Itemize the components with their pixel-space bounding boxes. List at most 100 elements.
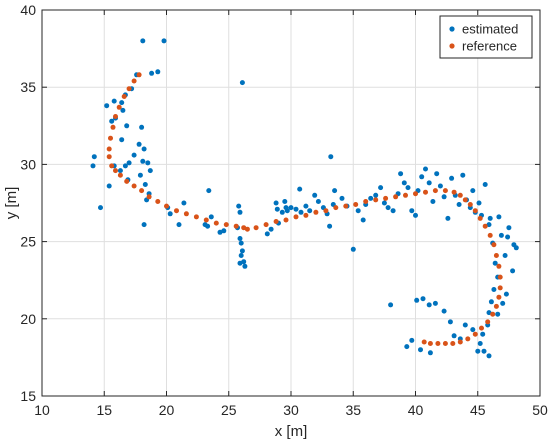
estimated-point — [487, 353, 492, 358]
estimated-point — [402, 180, 407, 185]
reference-point — [452, 190, 457, 195]
estimated-point — [404, 344, 409, 349]
estimated-point — [149, 71, 154, 76]
estimated-point — [445, 216, 450, 221]
y-tick-label: 25 — [20, 234, 36, 250]
y-tick-label: 30 — [20, 156, 36, 172]
estimated-point — [430, 199, 435, 204]
x-tick-label: 35 — [345, 402, 361, 418]
x-tick-label: 10 — [34, 402, 50, 418]
estimated-point — [107, 184, 112, 189]
estimated-point — [386, 205, 391, 210]
estimated-point — [478, 341, 483, 346]
reference-point — [132, 79, 137, 84]
estimated-point — [132, 153, 137, 158]
estimated-point — [240, 248, 245, 253]
estimated-point — [275, 207, 280, 212]
estimated-point — [98, 205, 103, 210]
reference-point — [494, 304, 499, 309]
estimated-point — [449, 176, 454, 181]
estimated-point — [433, 301, 438, 306]
legend-marker-reference — [449, 43, 454, 48]
estimated-point — [361, 218, 366, 223]
estimated-point — [488, 216, 493, 221]
estimated-point — [316, 199, 321, 204]
reference-point — [422, 340, 427, 345]
reference-point — [204, 218, 209, 223]
estimated-point — [118, 168, 123, 173]
estimated-point — [140, 159, 145, 164]
reference-point — [491, 242, 496, 247]
reference-point — [458, 340, 463, 345]
reference-point — [313, 210, 318, 215]
reference-point — [478, 216, 483, 221]
estimated-point — [205, 224, 210, 229]
reference-point — [353, 202, 358, 207]
estimated-point — [482, 349, 487, 354]
reference-point — [108, 136, 113, 141]
reference-point — [473, 332, 478, 337]
estimated-point — [413, 213, 418, 218]
estimated-point — [297, 187, 302, 192]
reference-point — [498, 285, 503, 290]
reference-point — [458, 193, 463, 198]
estimated-point — [138, 173, 143, 178]
estimated-point — [406, 185, 411, 190]
reference-point — [274, 219, 279, 224]
estimated-point — [280, 210, 285, 215]
x-tick-label: 30 — [283, 402, 299, 418]
reference-point — [423, 190, 428, 195]
reference-point — [164, 204, 169, 209]
estimated-point — [238, 261, 243, 266]
estimated-point — [282, 199, 287, 204]
estimated-point — [483, 182, 488, 187]
reference-point — [333, 205, 338, 210]
estimated-point — [92, 154, 97, 159]
reference-point — [479, 326, 484, 331]
estimated-point — [491, 287, 496, 292]
reference-point — [264, 222, 269, 227]
estimated-point — [351, 247, 356, 252]
estimated-point — [388, 302, 393, 307]
estimated-point — [327, 224, 332, 229]
estimated-point — [442, 309, 447, 314]
legend: estimated reference — [440, 16, 532, 58]
reference-point — [127, 86, 132, 91]
series-estimated — [91, 38, 519, 358]
estimated-point — [119, 137, 124, 142]
estimated-point — [505, 235, 510, 240]
estimated-point — [289, 205, 294, 210]
estimated-point — [427, 302, 432, 307]
estimated-point — [238, 236, 243, 241]
estimated-point — [181, 201, 186, 206]
reference-point — [107, 154, 112, 159]
estimated-point — [206, 188, 211, 193]
reference-point — [485, 319, 490, 324]
reference-point — [294, 214, 299, 219]
estimated-point — [303, 204, 308, 209]
reference-point — [494, 253, 499, 258]
reference-point — [403, 193, 408, 198]
estimated-point — [265, 231, 270, 236]
estimated-point — [91, 163, 96, 168]
estimated-point — [139, 125, 144, 130]
reference-point — [122, 94, 127, 99]
estimated-point — [140, 38, 145, 43]
estimated-point — [499, 233, 504, 238]
estimated-point — [209, 214, 214, 219]
x-tick-label: 50 — [532, 402, 548, 418]
reference-point — [443, 188, 448, 193]
estimated-point — [112, 99, 117, 104]
y-tick-label: 35 — [20, 79, 36, 95]
estimated-point — [242, 264, 247, 269]
estimated-point — [496, 214, 501, 219]
estimated-point — [434, 171, 439, 176]
reference-point — [224, 222, 229, 227]
estimated-point — [480, 332, 485, 337]
estimated-point — [382, 201, 387, 206]
estimated-point — [506, 225, 511, 230]
reference-point — [147, 194, 152, 199]
estimated-point — [423, 167, 428, 172]
reference-point — [443, 341, 448, 346]
